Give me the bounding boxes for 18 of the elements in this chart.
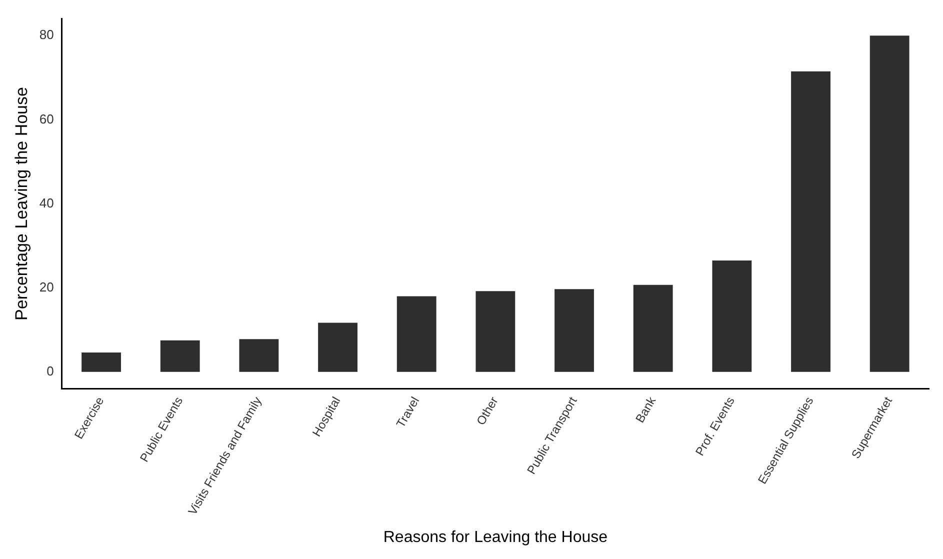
y-tick-label: 20 (39, 279, 54, 294)
bar (712, 260, 752, 372)
x-axis-title: Reasons for Leaving the House (383, 528, 608, 546)
y-tick-label: 60 (39, 111, 54, 126)
bar (318, 322, 358, 372)
bar (870, 36, 910, 372)
bar (239, 339, 279, 372)
y-axis-title: Percentage Leaving the House (12, 87, 31, 320)
y-tick-label: 80 (39, 27, 54, 42)
bar (160, 340, 200, 372)
y-tick-label: 0 (46, 363, 54, 378)
bar (633, 284, 673, 372)
bar (476, 291, 516, 372)
bar (554, 289, 594, 372)
bar (82, 352, 121, 372)
bar (791, 71, 830, 372)
y-tick-label: 40 (39, 195, 54, 210)
bar (396, 296, 436, 372)
